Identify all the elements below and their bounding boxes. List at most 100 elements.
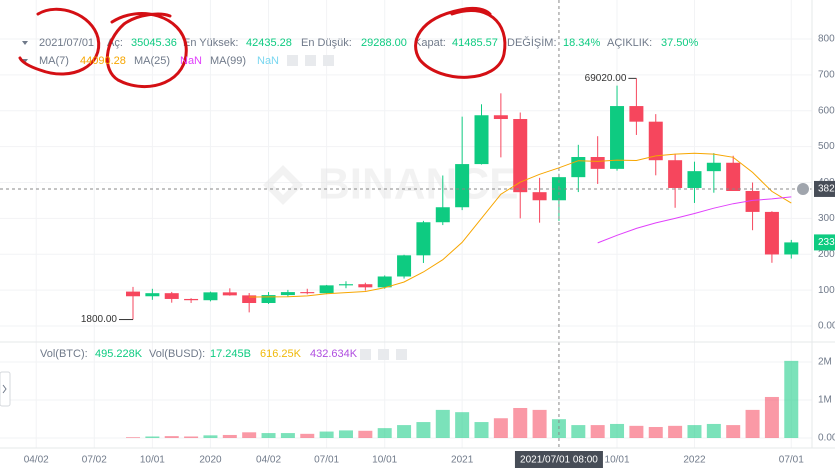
- y-tick-label: 10000.00: [818, 285, 835, 296]
- ma-name: MA(7): [39, 55, 69, 67]
- y-tick-label: 1M: [818, 395, 832, 406]
- volume-bar: [416, 422, 431, 439]
- plot: 69020.00 1800.00: [0, 0, 812, 448]
- volume-bar: [377, 428, 392, 439]
- settings-icon[interactable]: [287, 55, 298, 66]
- candle-body: [377, 276, 392, 288]
- value: 29288.00: [361, 37, 407, 49]
- volume-bar: [261, 433, 276, 439]
- scribble: [414, 6, 507, 79]
- candle-body: [184, 298, 199, 301]
- add-alert-button[interactable]: [797, 182, 809, 195]
- crosshair-x-label: 2021/07/01 08:00: [520, 455, 598, 466]
- last-price-label: 23300.00: [818, 237, 835, 248]
- label: En Düşük:: [301, 37, 352, 49]
- volume-bar: [474, 422, 489, 439]
- volume-bar: [706, 423, 721, 439]
- x-tick-label: 04/02: [24, 455, 49, 466]
- volume-bar: [319, 431, 334, 439]
- settings-icon[interactable]: [360, 349, 371, 360]
- close-icon[interactable]: [396, 349, 407, 360]
- crosshair-x-box: [514, 451, 603, 468]
- value: 18.34%: [563, 37, 601, 49]
- volume-bar: [164, 436, 179, 439]
- watermark-logo: [263, 165, 303, 205]
- expand-button[interactable]: [0, 371, 11, 407]
- candle-body: [300, 292, 315, 294]
- candle-body: [629, 106, 644, 122]
- y-tick-label: 30000.00: [818, 213, 835, 224]
- crosshair-y-box: [814, 180, 835, 197]
- settings-icon[interactable]: [378, 349, 389, 360]
- ma-line: [597, 196, 792, 244]
- candle-body: [590, 157, 605, 169]
- ma-value: NaN: [257, 55, 279, 67]
- candle-body: [648, 121, 663, 161]
- candle-body: [610, 106, 625, 169]
- ma-name: MA(99): [210, 55, 246, 67]
- value: 17.245B: [210, 348, 251, 360]
- red-scribbles: [18, 6, 507, 89]
- label: Vol(BTC):: [40, 348, 88, 360]
- volume-bar: [435, 409, 450, 439]
- candle-body: [668, 160, 683, 188]
- collapse-arrow[interactable]: [22, 59, 28, 63]
- candle-body: [435, 207, 450, 223]
- volume-bar: [571, 425, 586, 439]
- volume-bar: [222, 434, 237, 439]
- settings-icon[interactable]: [305, 55, 316, 66]
- volume-bar: [126, 437, 141, 439]
- x-tick-label: 10/01: [140, 455, 165, 466]
- y-tick-label: 0.00: [818, 321, 835, 332]
- candle-body: [687, 171, 702, 188]
- volume-bar: [726, 425, 741, 439]
- candle-body: [474, 115, 489, 165]
- label: DEĞİŞİM:: [507, 36, 557, 49]
- x-tick-label: 10/01: [605, 455, 630, 466]
- ma-value: NaN: [180, 55, 202, 67]
- volume-bar: [513, 407, 528, 439]
- candle-body: [338, 284, 353, 286]
- ma-value: 44090.28: [80, 55, 126, 67]
- candle-body: [764, 211, 779, 255]
- close-icon[interactable]: [323, 55, 334, 66]
- crosshair-y-label: 38200.00: [818, 184, 835, 195]
- y-tick-label: 60000.00: [818, 105, 835, 116]
- volume-bar: [280, 433, 295, 439]
- candle-body: [126, 291, 141, 297]
- candle-body: [745, 190, 760, 212]
- side-button[interactable]: [0, 371, 11, 407]
- volume-bar: [397, 425, 412, 439]
- label: AÇIKLIK:: [607, 37, 652, 49]
- volume-bar: [338, 430, 353, 439]
- volume-bar: [590, 425, 605, 439]
- label: En Yüksek:: [183, 37, 238, 49]
- volume-bar: [668, 425, 683, 439]
- volume-bar: [610, 423, 625, 439]
- value: 432.634K: [310, 348, 358, 360]
- x-tick-label: 07/01: [314, 455, 339, 466]
- candle-body: [222, 292, 237, 296]
- volume-bar: [532, 409, 547, 439]
- collapse-arrow[interactable]: [22, 41, 28, 45]
- candle-body: [280, 292, 295, 296]
- label: Kapat:: [414, 37, 446, 49]
- volume-bar: [300, 433, 315, 439]
- value: 42435.28: [246, 37, 292, 49]
- candle-body: [784, 242, 799, 255]
- candle-body: [358, 284, 373, 288]
- candle-body: [164, 293, 179, 299]
- value: 35045.36: [131, 37, 177, 49]
- value: 41485.57: [452, 37, 498, 49]
- volume-bar: [203, 435, 218, 439]
- volume-bar: [629, 425, 644, 439]
- expand-arrow: [2, 384, 7, 394]
- x-tick-label: 2021: [451, 455, 474, 466]
- candle-body: [571, 157, 586, 178]
- value: 37.50%: [661, 37, 699, 49]
- candle-body: [726, 162, 741, 191]
- date: 2021/07/01: [39, 37, 94, 49]
- scribble: [18, 7, 101, 76]
- volume-bar: [493, 418, 508, 439]
